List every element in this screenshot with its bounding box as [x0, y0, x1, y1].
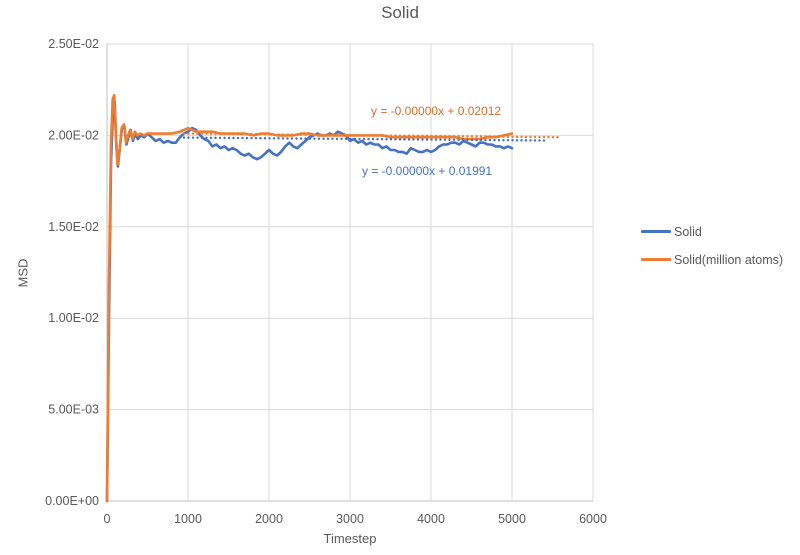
- y-tick-label: 1.00E-02: [48, 311, 99, 325]
- x-tick-label: 5000: [498, 512, 526, 526]
- legend-label-solid: Solid: [674, 224, 702, 239]
- trendline-equation-blue: y = -0.00000x + 0.01991: [362, 164, 493, 178]
- legend: Solid Solid(million atoms): [641, 221, 783, 270]
- trendline-solid[interactable]: [182, 136, 546, 142]
- x-tick-label: 6000: [579, 512, 607, 526]
- x-tick-label: 3000: [336, 512, 364, 526]
- series-line-solid-million-atoms-[interactable]: [105, 93, 514, 503]
- y-tick-label: 2.50E-02: [48, 37, 99, 51]
- trendline-equation-orange: y = -0.00000x + 0.02012: [371, 104, 502, 118]
- series-line-solid[interactable]: [105, 101, 514, 503]
- chart-title: Solid: [381, 3, 419, 22]
- trendline-solid-million-atoms-[interactable]: [182, 132, 562, 139]
- legend-item-solid[interactable]: Solid: [641, 221, 783, 242]
- x-tick-label: 4000: [417, 512, 445, 526]
- legend-line-orange: [641, 258, 671, 261]
- legend-line-blue: [641, 230, 671, 233]
- x-tick-label: 0: [104, 512, 111, 526]
- y-tick-label: 1.50E-02: [48, 220, 99, 234]
- x-axis-title: Timestep: [323, 531, 377, 546]
- y-tick-label: 5.00E-03: [48, 403, 99, 417]
- x-tick-label: 1000: [174, 512, 202, 526]
- x-tick-label: 2000: [255, 512, 283, 526]
- legend-label-solid-million-atoms: Solid(million atoms): [674, 252, 784, 267]
- y-axis-title: MSD: [15, 258, 31, 288]
- legend-item-solid-million-atoms[interactable]: Solid(million atoms): [641, 249, 783, 270]
- y-tick-label: 2.00E-02: [48, 128, 99, 142]
- y-tick-label: 0.00E+00: [45, 494, 99, 508]
